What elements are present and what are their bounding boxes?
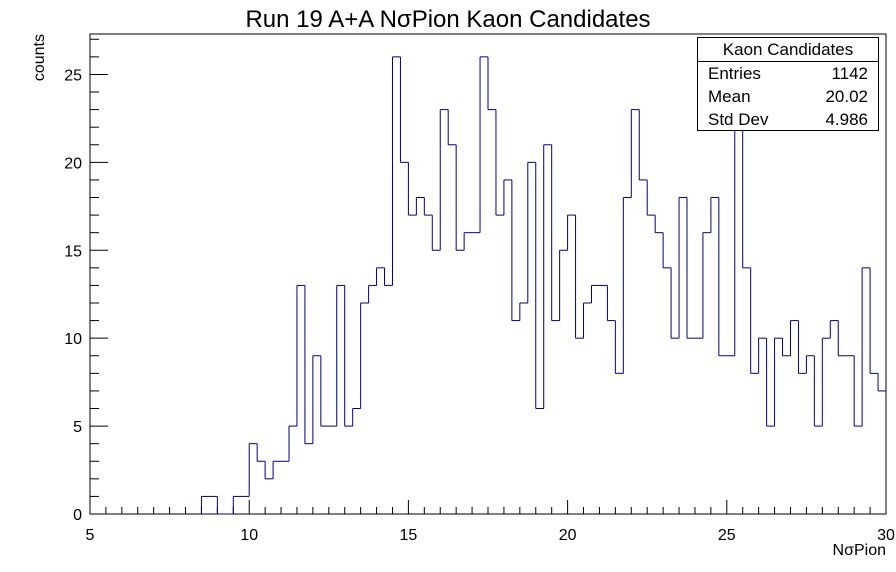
x-tick-label: 20 (559, 527, 577, 544)
x-tick-label: 15 (400, 527, 418, 544)
stats-box: Kaon Candidates Entries 1142 Mean 20.02 … (697, 37, 879, 131)
chart-title: Run 19 A+A NσPion Kaon Candidates (245, 6, 651, 33)
x-tick-label: 25 (718, 527, 736, 544)
x-tick-label: 5 (86, 527, 95, 544)
x-tick-label: 30 (877, 527, 895, 544)
y-tick-label: 20 (64, 155, 82, 172)
stats-row-mean: Mean 20.02 (698, 85, 878, 108)
stats-value: 4.986 (825, 110, 868, 129)
stats-row-entries: Entries 1142 (698, 62, 878, 85)
stats-row-stddev: Std Dev 4.986 (698, 108, 878, 131)
y-tick-label: 5 (73, 419, 82, 436)
x-tick-label: 10 (240, 527, 258, 544)
x-axis-title: NσPion (833, 542, 886, 559)
y-tick-label: 0 (73, 507, 82, 524)
y-tick-label: 15 (64, 243, 82, 260)
stats-header: Kaon Candidates (698, 38, 878, 62)
y-axis-title: counts (31, 34, 48, 81)
stats-label: Std Dev (708, 110, 769, 129)
stats-value: 20.02 (825, 87, 868, 106)
stats-value: 1142 (831, 64, 868, 83)
stats-label: Mean (708, 87, 751, 106)
stats-label: Entries (708, 64, 761, 83)
y-tick-label: 25 (64, 67, 82, 84)
y-tick-label: 10 (64, 331, 82, 348)
